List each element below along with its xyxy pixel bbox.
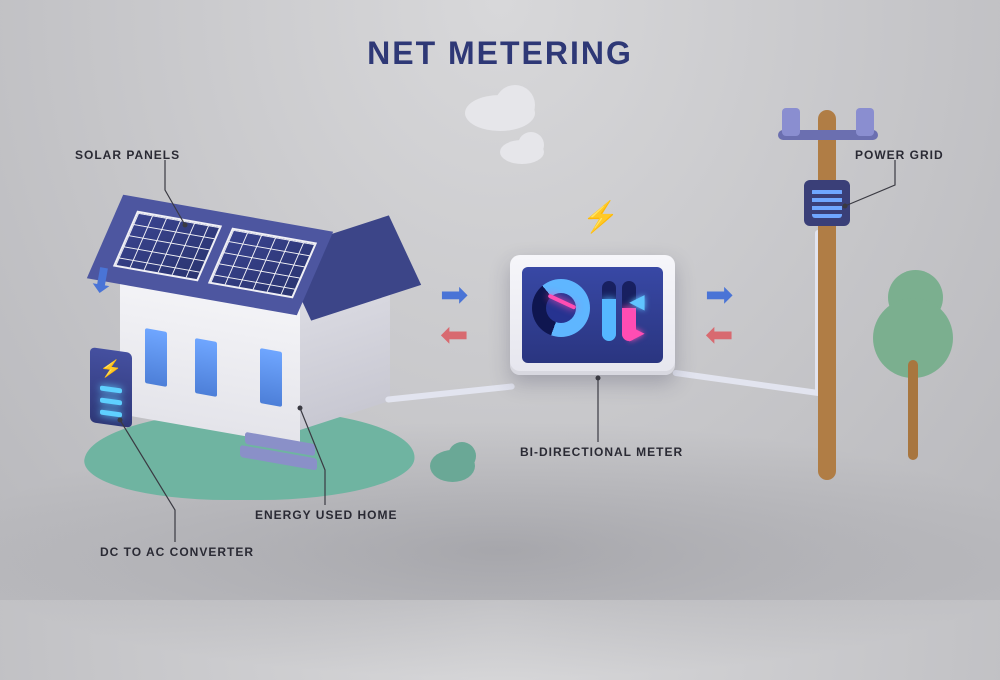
house [120,200,400,460]
house-window [195,338,217,397]
label-converter: DC TO AC CONVERTER [100,545,254,559]
cloud-icon [518,132,544,158]
flow-arrow-right-icon: ➡ [705,275,734,315]
insulator-icon [856,108,874,136]
bidirectional-meter: ◀ ▶ [510,255,675,375]
led-icon [100,409,122,417]
label-meter: BI-DIRECTIONAL METER [520,445,683,459]
meter-mini-arrows: ◀ ▶ [619,289,655,345]
flow-arrow-left-icon: ➡ [705,315,734,355]
grid-transformer [804,180,850,226]
led-icon [100,397,122,405]
house-window [145,328,167,387]
cable [672,370,821,397]
house-window [260,348,282,407]
label-energy-home: ENERGY USED HOME [255,508,397,522]
meter-screen: ◀ ▶ [522,267,663,363]
meter-bar-blue [602,281,616,341]
bolt-icon: ⚡ [100,358,122,382]
led-icon [100,386,122,394]
flow-arrow-left-icon: ➡ [440,315,469,355]
cloud-icon [495,85,535,125]
meter-dial [532,279,590,337]
bush-icon [448,442,476,470]
insulator-icon [782,108,800,136]
cable [385,383,515,403]
diagram-title: NET METERING [367,35,633,72]
flow-arrow-down-icon: ➡ [80,262,124,297]
tree-trunk [908,360,918,460]
power-pole [818,110,836,480]
bolt-icon: ⚡ [582,200,619,235]
dc-ac-converter: ⚡ [90,347,132,428]
label-solar-panels: SOLAR PANELS [75,148,180,162]
flow-arrow-right-icon: ➡ [440,275,469,315]
label-power-grid: POWER GRID [855,148,944,162]
